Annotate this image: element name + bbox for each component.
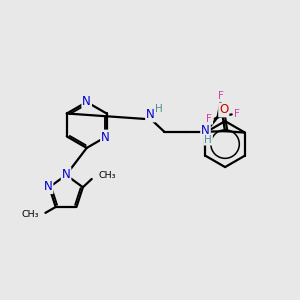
Text: O: O [219,103,228,116]
Text: H: H [204,135,212,145]
Text: CH₃: CH₃ [98,171,116,180]
Text: N: N [146,109,155,122]
Text: CH₃: CH₃ [21,210,39,219]
Text: N: N [101,130,110,143]
Text: F: F [234,110,240,119]
Text: F: F [206,114,212,124]
Text: N: N [82,95,91,108]
Text: N: N [201,124,210,137]
Text: N: N [44,180,52,193]
Text: H: H [155,104,163,114]
Text: F: F [218,91,224,101]
Text: N: N [62,168,70,181]
